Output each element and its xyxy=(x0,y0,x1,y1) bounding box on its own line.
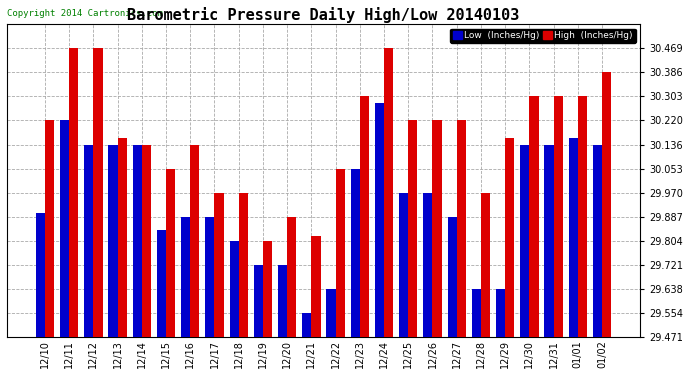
Bar xyxy=(60,120,69,337)
Bar xyxy=(326,289,335,337)
Bar xyxy=(132,145,142,337)
Bar xyxy=(569,138,578,337)
Bar xyxy=(448,217,457,337)
Bar xyxy=(433,120,442,337)
Bar xyxy=(230,241,239,337)
Bar xyxy=(181,217,190,337)
Legend: Low  (Inches/Hg), High  (Inches/Hg): Low (Inches/Hg), High (Inches/Hg) xyxy=(450,28,635,43)
Title: Barometric Pressure Daily High/Low 20140103: Barometric Pressure Daily High/Low 20140… xyxy=(127,7,520,23)
Bar xyxy=(399,193,408,337)
Bar xyxy=(142,145,151,337)
Bar xyxy=(157,230,166,337)
Bar xyxy=(351,169,359,337)
Bar xyxy=(544,145,553,337)
Bar xyxy=(93,48,103,337)
Bar xyxy=(457,120,466,337)
Bar xyxy=(215,193,224,337)
Bar xyxy=(472,289,481,337)
Bar xyxy=(529,96,539,337)
Bar xyxy=(496,289,505,337)
Bar xyxy=(206,217,215,337)
Bar xyxy=(302,313,311,337)
Bar xyxy=(423,193,433,337)
Bar xyxy=(375,103,384,337)
Bar xyxy=(287,217,297,337)
Bar xyxy=(84,145,93,337)
Bar xyxy=(278,265,287,337)
Bar xyxy=(254,265,263,337)
Bar xyxy=(239,193,248,337)
Bar xyxy=(505,138,514,337)
Bar xyxy=(359,96,369,337)
Bar xyxy=(69,48,79,337)
Bar xyxy=(190,145,199,337)
Bar xyxy=(335,169,345,337)
Bar xyxy=(602,72,611,337)
Bar xyxy=(593,145,602,337)
Bar xyxy=(36,213,45,337)
Bar xyxy=(45,120,54,337)
Bar xyxy=(553,96,563,337)
Bar xyxy=(384,48,393,337)
Bar xyxy=(108,145,117,337)
Bar xyxy=(481,193,490,337)
Bar xyxy=(263,241,272,337)
Bar xyxy=(166,169,175,337)
Bar xyxy=(311,236,321,337)
Bar xyxy=(117,138,127,337)
Text: Copyright 2014 Cartronics.com: Copyright 2014 Cartronics.com xyxy=(7,9,163,18)
Bar xyxy=(520,145,529,337)
Bar xyxy=(408,120,417,337)
Bar xyxy=(578,96,587,337)
